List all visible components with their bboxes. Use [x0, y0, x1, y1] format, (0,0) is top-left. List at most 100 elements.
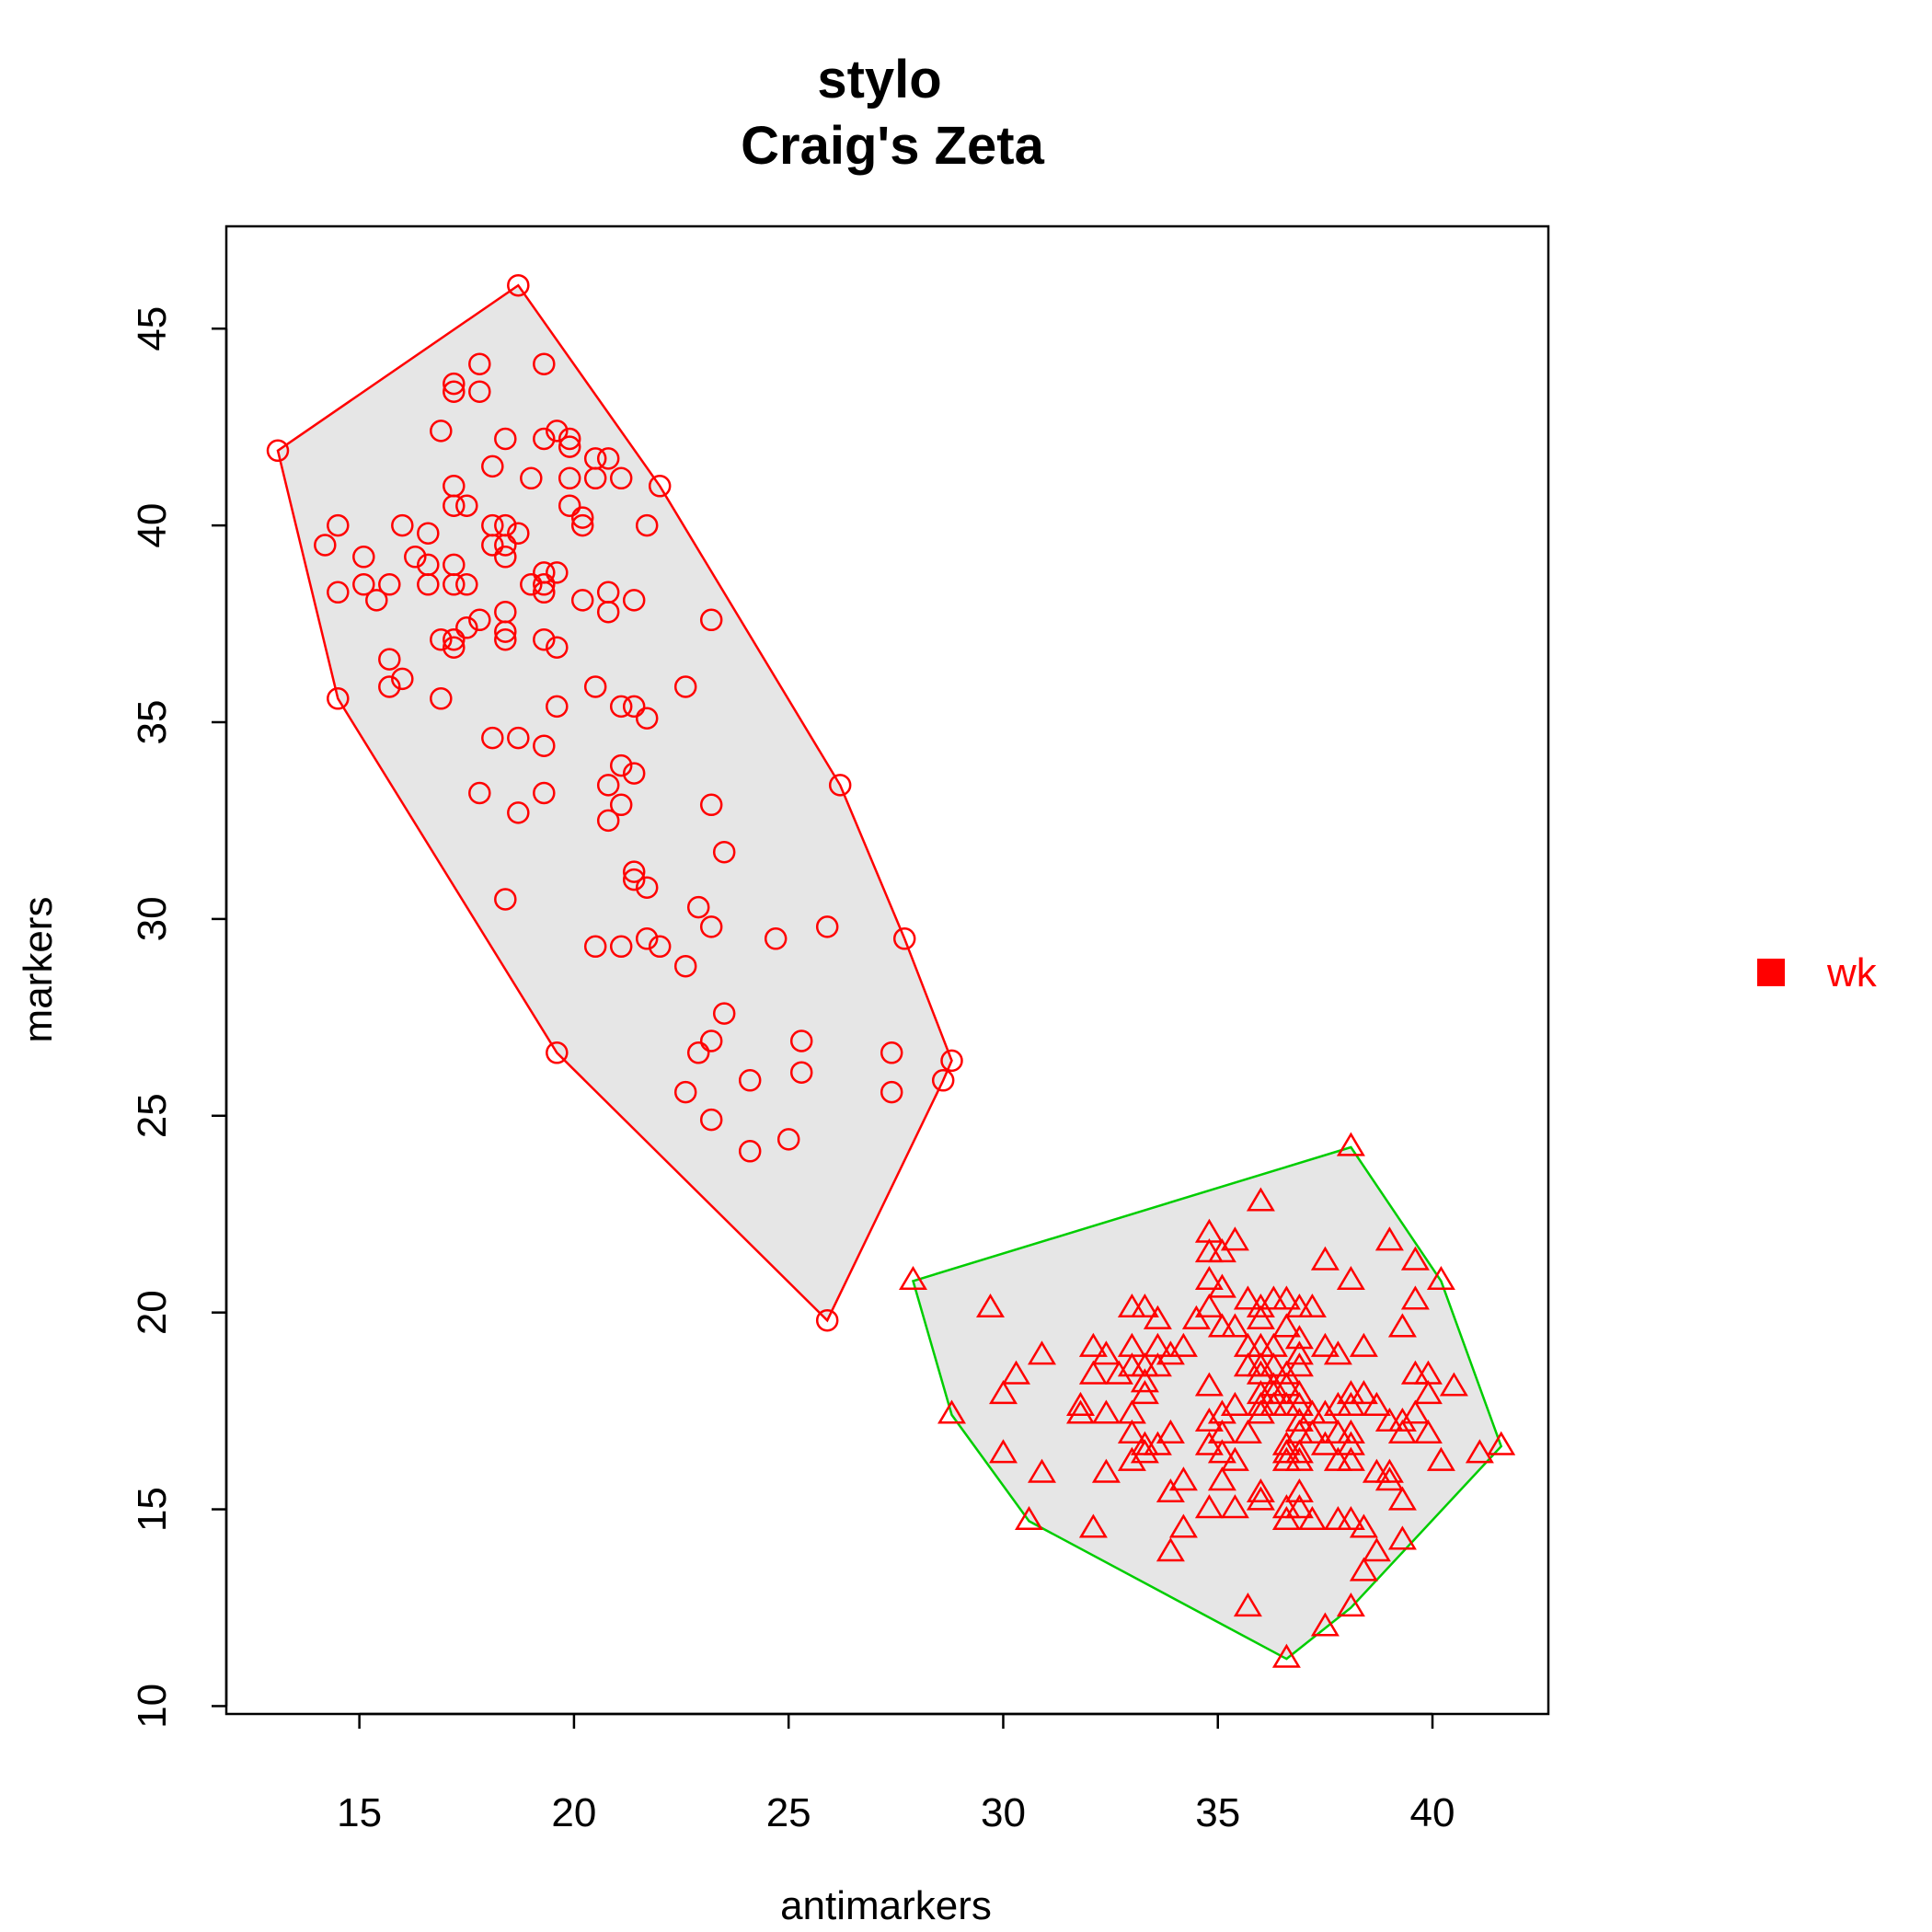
- circle-point: [596, 774, 620, 797]
- circle-point: [686, 1041, 710, 1064]
- circle-point: [558, 427, 581, 451]
- triangle-point: [1271, 1643, 1301, 1668]
- triangle-point: [1387, 1419, 1417, 1443]
- triangle-point: [1284, 1352, 1314, 1377]
- triangle-point: [1310, 1431, 1340, 1455]
- circle-point: [378, 675, 401, 698]
- triangle-point: [1028, 1458, 1056, 1483]
- triangle-point: [989, 1439, 1018, 1464]
- circle-point: [430, 420, 453, 443]
- triangle-point: [1066, 1391, 1095, 1416]
- triangle-point: [1259, 1380, 1288, 1405]
- circle-point: [494, 627, 517, 651]
- circle-point: [686, 895, 710, 919]
- circle-point: [648, 935, 672, 959]
- triangle-point: [1130, 1368, 1159, 1393]
- circle-point: [622, 589, 646, 612]
- triangle-point: [1336, 1419, 1365, 1443]
- triangle-point: [1246, 1399, 1275, 1424]
- triangle-point: [1336, 1446, 1365, 1471]
- circle-point: [391, 513, 414, 537]
- circle-point: [635, 707, 659, 730]
- circle-point: [570, 513, 594, 537]
- circle-point: [314, 534, 337, 557]
- triangle-point: [1117, 1419, 1146, 1443]
- triangle-point: [1078, 1360, 1108, 1385]
- triangle-point: [1349, 1380, 1378, 1405]
- triangle-point: [1426, 1446, 1455, 1471]
- triangle-point: [899, 1265, 927, 1291]
- circle-point: [673, 1080, 697, 1104]
- circle-point: [352, 573, 375, 596]
- triangle-point: [1310, 1612, 1340, 1637]
- circle-point: [494, 888, 517, 911]
- triangle-point: [1143, 1431, 1172, 1455]
- circle-point: [533, 573, 556, 596]
- circle-point: [507, 273, 530, 297]
- circle-point: [533, 734, 556, 757]
- triangle-point: [1168, 1513, 1198, 1538]
- triangle-point: [937, 1399, 966, 1424]
- circle-point: [481, 454, 504, 478]
- circle-point: [327, 687, 350, 710]
- triangle-point: [1362, 1537, 1391, 1562]
- chart-title: stylo: [817, 50, 941, 109]
- circle-point: [776, 1128, 800, 1151]
- triangle-point: [1130, 1293, 1159, 1318]
- triangle-point: [1028, 1340, 1056, 1365]
- triangle-point: [1207, 1466, 1236, 1491]
- circle-point: [468, 608, 491, 632]
- circle-point: [443, 573, 466, 596]
- circle-point: [738, 1140, 762, 1163]
- circle-point: [494, 427, 517, 451]
- circle-point: [520, 466, 543, 490]
- triangle-point: [1143, 1305, 1172, 1329]
- circle-point: [596, 447, 620, 470]
- circle-point: [468, 380, 491, 403]
- triangle-point: [1297, 1419, 1327, 1443]
- triangle-point: [1387, 1407, 1417, 1432]
- triangle-point: [1284, 1439, 1314, 1464]
- circle-point: [635, 876, 659, 899]
- circle-point: [940, 1049, 963, 1073]
- circle-point: [712, 840, 736, 864]
- triangle-point: [1284, 1478, 1314, 1503]
- circle-point: [546, 1041, 569, 1064]
- triangle-point: [1091, 1340, 1121, 1365]
- circle-point: [609, 793, 633, 817]
- circle-point: [583, 675, 607, 698]
- triangle-point: [1207, 1273, 1236, 1298]
- triangle-point: [1349, 1513, 1378, 1538]
- triangle-point: [1091, 1399, 1121, 1424]
- circle-point: [764, 927, 788, 950]
- triangle-point: [1015, 1505, 1043, 1531]
- circle-point: [673, 675, 697, 698]
- triangle-point: [1233, 1285, 1262, 1310]
- triangle-point: [1336, 1265, 1365, 1291]
- circle-point: [931, 1069, 955, 1092]
- triangle-point: [1156, 1340, 1185, 1365]
- legend-swatch-wk: [1757, 959, 1785, 986]
- circle-point: [430, 627, 453, 651]
- circle-point: [443, 380, 466, 403]
- circle-point: [533, 427, 556, 451]
- triangle-point: [1220, 1226, 1249, 1251]
- triangle-point: [1400, 1399, 1430, 1424]
- circle-point: [494, 620, 517, 643]
- triangle-point: [1284, 1407, 1314, 1432]
- triangle-point: [1349, 1332, 1378, 1357]
- circle-point: [789, 1061, 813, 1084]
- circle-point: [533, 352, 556, 375]
- circle-point: [546, 561, 569, 584]
- triangle-point: [1130, 1380, 1159, 1405]
- circle-point: [622, 860, 646, 883]
- triangle-point: [989, 1380, 1018, 1405]
- circle-point: [507, 726, 530, 750]
- triangle-point: [1271, 1313, 1301, 1338]
- circle-point: [352, 546, 375, 569]
- triangle-point: [1168, 1466, 1198, 1491]
- circle-point: [558, 435, 581, 458]
- circle-point: [622, 868, 646, 891]
- triangle-point: [1297, 1505, 1327, 1531]
- circle-point: [404, 546, 427, 569]
